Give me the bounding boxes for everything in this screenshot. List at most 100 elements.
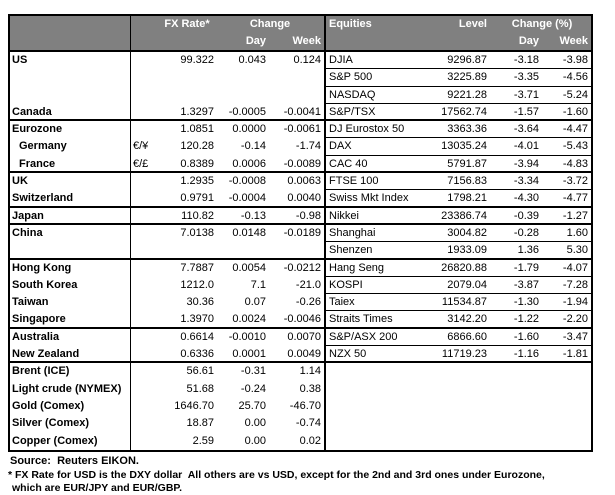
equity-level-cell: 11534.87	[438, 294, 493, 312]
equity-name-cell: Nikkei	[324, 207, 438, 223]
header-equity-change-pct: Change (%)	[511, 18, 573, 30]
table-body: US 99.322 0.043 0.124 DJIA 9296.87 -3.18…	[10, 52, 591, 450]
table-row: Canada 1.3297 -0.0005 -0.0041 S&P/TSX 17…	[10, 103, 591, 122]
equity-name-cell: KOSPI	[324, 276, 438, 295]
equity-name-cell: Shenzen	[324, 242, 438, 258]
fx-week-change-cell: 0.02	[299, 434, 321, 447]
fx-rate-cell: 0.6614	[180, 330, 214, 343]
fx-week-change-cell: 0.0040	[287, 192, 321, 205]
fx-week-change-cell: -0.0046	[283, 313, 321, 326]
fx-day-change-cell: -0.0008	[228, 175, 266, 188]
country-name-cell: France	[19, 157, 56, 170]
equity-day-change-cell	[493, 363, 543, 380]
equity-day-change-cell: -3.18	[493, 52, 543, 70]
table-row: Germany €/¥ 120.28 -0.14 -1.74 DAX 13035…	[10, 138, 591, 156]
fx-pair-symbol-cell	[130, 242, 158, 258]
equity-level-cell: 5791.87	[447, 157, 487, 170]
fx-week-change-cell: 0.0049	[287, 348, 321, 361]
fx-week-change-cell	[268, 242, 324, 257]
fx-day-change-cell	[216, 69, 268, 86]
fx-rate-cell: 0.8389	[180, 157, 214, 170]
table-row: UK 1.2935 -0.0008 0.0063 FTSE 100 7156.8…	[10, 173, 591, 191]
table-row: New Zealand 0.6336 0.0001 0.0049 NZX 50 …	[10, 346, 591, 364]
equity-week-change-cell	[543, 398, 591, 415]
fx-pair-symbol-cell	[130, 224, 158, 243]
fx-day-change-cell: -0.0004	[228, 192, 266, 205]
fx-rate-cell	[158, 242, 216, 257]
fx-rate-cell: 7.7887	[180, 261, 214, 274]
equity-day-change-cell: -1.22	[513, 313, 539, 326]
fx-day-change-cell: 0.0006	[232, 157, 266, 170]
fx-pair-symbol-cell	[130, 190, 158, 206]
header-equity-week: Week	[559, 35, 588, 47]
fx-pair-symbol-cell	[130, 380, 158, 398]
header-blank-symbol	[130, 16, 158, 33]
equity-week-change-cell: -4.77	[562, 192, 588, 205]
country-name-cell: Hong Kong	[12, 261, 72, 274]
table-row: NASDAQ 9221.28 -3.71 -5.24	[10, 86, 591, 104]
fx-day-change-cell: 0.0000	[232, 123, 266, 136]
fx-week-change-cell: 0.124	[293, 54, 321, 66]
equity-name-cell: CAC 40	[324, 155, 438, 172]
equity-name-cell: S&P 500	[324, 69, 438, 87]
source-note: Source: Reuters EIKON.	[10, 454, 139, 467]
fx-week-change-cell	[268, 87, 324, 104]
equity-week-change-cell	[543, 433, 591, 450]
equity-name-cell: S&P/ASX 200	[324, 328, 438, 347]
country-name-cell: Taiwan	[12, 296, 49, 309]
country-name-cell: New Zealand	[12, 348, 80, 361]
equity-level-cell	[438, 381, 493, 398]
fx-day-change-cell: 25.70	[238, 399, 266, 412]
fx-day-change-cell: 7.1	[250, 278, 266, 291]
country-name-cell	[10, 242, 130, 257]
equity-name-cell: Shanghai	[324, 224, 438, 243]
equity-day-change-cell: -3.87	[493, 277, 543, 295]
fx-day-change-cell: -0.0005	[228, 105, 266, 118]
equity-week-change-cell	[543, 363, 591, 380]
fx-week-change-cell: -0.74	[295, 417, 321, 430]
fx-week-change-cell: 0.38	[299, 382, 321, 395]
country-name-cell: China	[12, 226, 43, 239]
country-name-cell: Eurozone	[12, 123, 63, 136]
fx-day-change-cell: 0.043	[238, 54, 266, 66]
fx-rate-cell: 1.3970	[180, 313, 214, 326]
country-name-cell: Canada	[12, 105, 52, 118]
fx-rate-cell: 1.0851	[180, 123, 214, 136]
fx-pair-symbol-cell	[130, 346, 158, 362]
header-blank-2	[130, 33, 158, 50]
fx-week-change-cell: -0.98	[295, 209, 321, 222]
country-name-cell: Australia	[12, 330, 60, 343]
country-name-cell	[10, 69, 130, 86]
equity-week-change-cell	[543, 415, 591, 432]
country-name-cell: South Korea	[12, 278, 78, 291]
fx-day-change-cell: -0.0010	[228, 330, 266, 343]
table-row: Japan 110.82 -0.13 -0.98 Nikkei 23386.74…	[10, 207, 591, 225]
country-name-cell: Copper (Comex)	[12, 434, 98, 447]
header-row-2: Day Week Day Week	[10, 33, 591, 50]
fx-rate-cell: 120.28	[180, 140, 214, 153]
equity-week-change-cell: 5.30	[566, 244, 588, 257]
fx-week-change-cell: 0.0063	[287, 175, 321, 188]
fx-day-change-cell: 0.00	[244, 417, 266, 430]
fx-rate-cell: 1646.70	[174, 399, 214, 412]
equity-level-cell	[438, 415, 493, 432]
fx-rate-cell: 7.0138	[180, 226, 214, 239]
fx-rate-cell: 0.6336	[180, 348, 214, 361]
table-row: Gold (Comex) 1646.70 25.70 -46.70	[10, 397, 591, 416]
fx-day-change-cell: 0.07	[244, 296, 266, 309]
market-data-table: FX Rate* Change Equities Level Change (%…	[8, 14, 593, 452]
fx-day-change-cell: 0.00	[244, 434, 266, 447]
equity-level-cell: 2079.04	[438, 277, 493, 295]
fx-week-change-cell: -21.0	[295, 278, 321, 291]
equity-week-change-cell: -7.28	[543, 277, 591, 295]
equity-level-cell: 9221.28	[438, 87, 493, 104]
equity-day-change-cell	[493, 415, 543, 432]
country-name-cell	[10, 87, 130, 104]
header-blank-1	[10, 33, 130, 50]
equity-name-cell: S&P/TSX	[324, 103, 438, 120]
table-row: Silver (Comex) 18.87 0.00 -0.74	[10, 415, 591, 433]
header-row-1: FX Rate* Change Equities Level Change (%…	[10, 16, 591, 33]
fx-pair-symbol-cell	[130, 432, 158, 450]
fx-week-change-cell: 1.14	[299, 365, 321, 378]
